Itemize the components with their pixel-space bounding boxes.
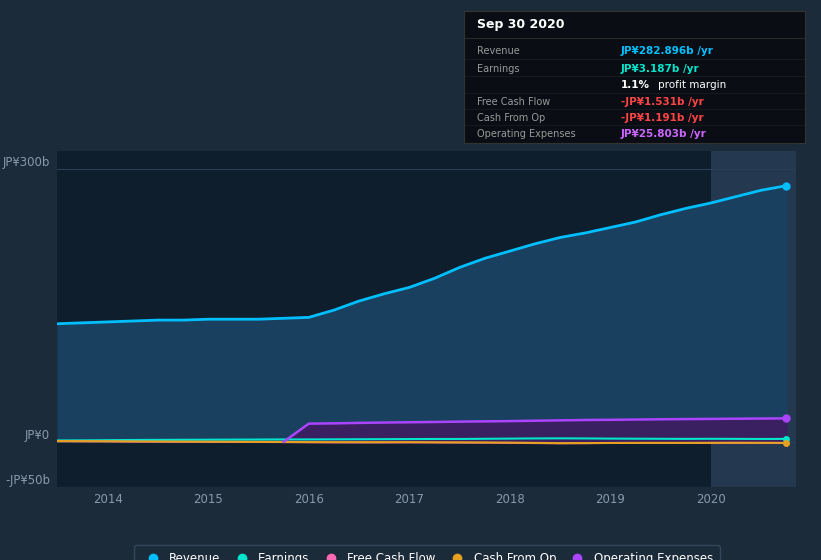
Bar xyxy=(711,151,796,487)
Text: JP¥282.896b /yr: JP¥282.896b /yr xyxy=(621,46,713,55)
Text: -JP¥1.531b /yr: -JP¥1.531b /yr xyxy=(621,97,704,107)
Text: Free Cash Flow: Free Cash Flow xyxy=(478,97,551,107)
Text: JP¥0: JP¥0 xyxy=(25,429,50,442)
Text: Operating Expenses: Operating Expenses xyxy=(478,129,576,138)
Text: 1.1%: 1.1% xyxy=(621,80,649,90)
Text: JP¥25.803b /yr: JP¥25.803b /yr xyxy=(621,129,706,138)
Text: profit margin: profit margin xyxy=(658,80,727,90)
Text: 2014: 2014 xyxy=(93,493,122,506)
Text: JP¥3.187b /yr: JP¥3.187b /yr xyxy=(621,64,699,74)
Text: 2016: 2016 xyxy=(294,493,323,506)
Text: Earnings: Earnings xyxy=(478,64,520,74)
Text: 2018: 2018 xyxy=(495,493,525,506)
Text: Revenue: Revenue xyxy=(478,46,521,55)
Text: 2020: 2020 xyxy=(696,493,726,506)
Text: 2015: 2015 xyxy=(194,493,223,506)
Text: Sep 30 2020: Sep 30 2020 xyxy=(478,18,565,31)
Text: JP¥300b: JP¥300b xyxy=(2,156,50,169)
Text: -JP¥50b: -JP¥50b xyxy=(5,474,50,487)
Legend: Revenue, Earnings, Free Cash Flow, Cash From Op, Operating Expenses: Revenue, Earnings, Free Cash Flow, Cash … xyxy=(134,545,720,560)
Text: Cash From Op: Cash From Op xyxy=(478,113,546,123)
Text: 2019: 2019 xyxy=(595,493,626,506)
Text: 2017: 2017 xyxy=(394,493,424,506)
Text: -JP¥1.191b /yr: -JP¥1.191b /yr xyxy=(621,113,704,123)
